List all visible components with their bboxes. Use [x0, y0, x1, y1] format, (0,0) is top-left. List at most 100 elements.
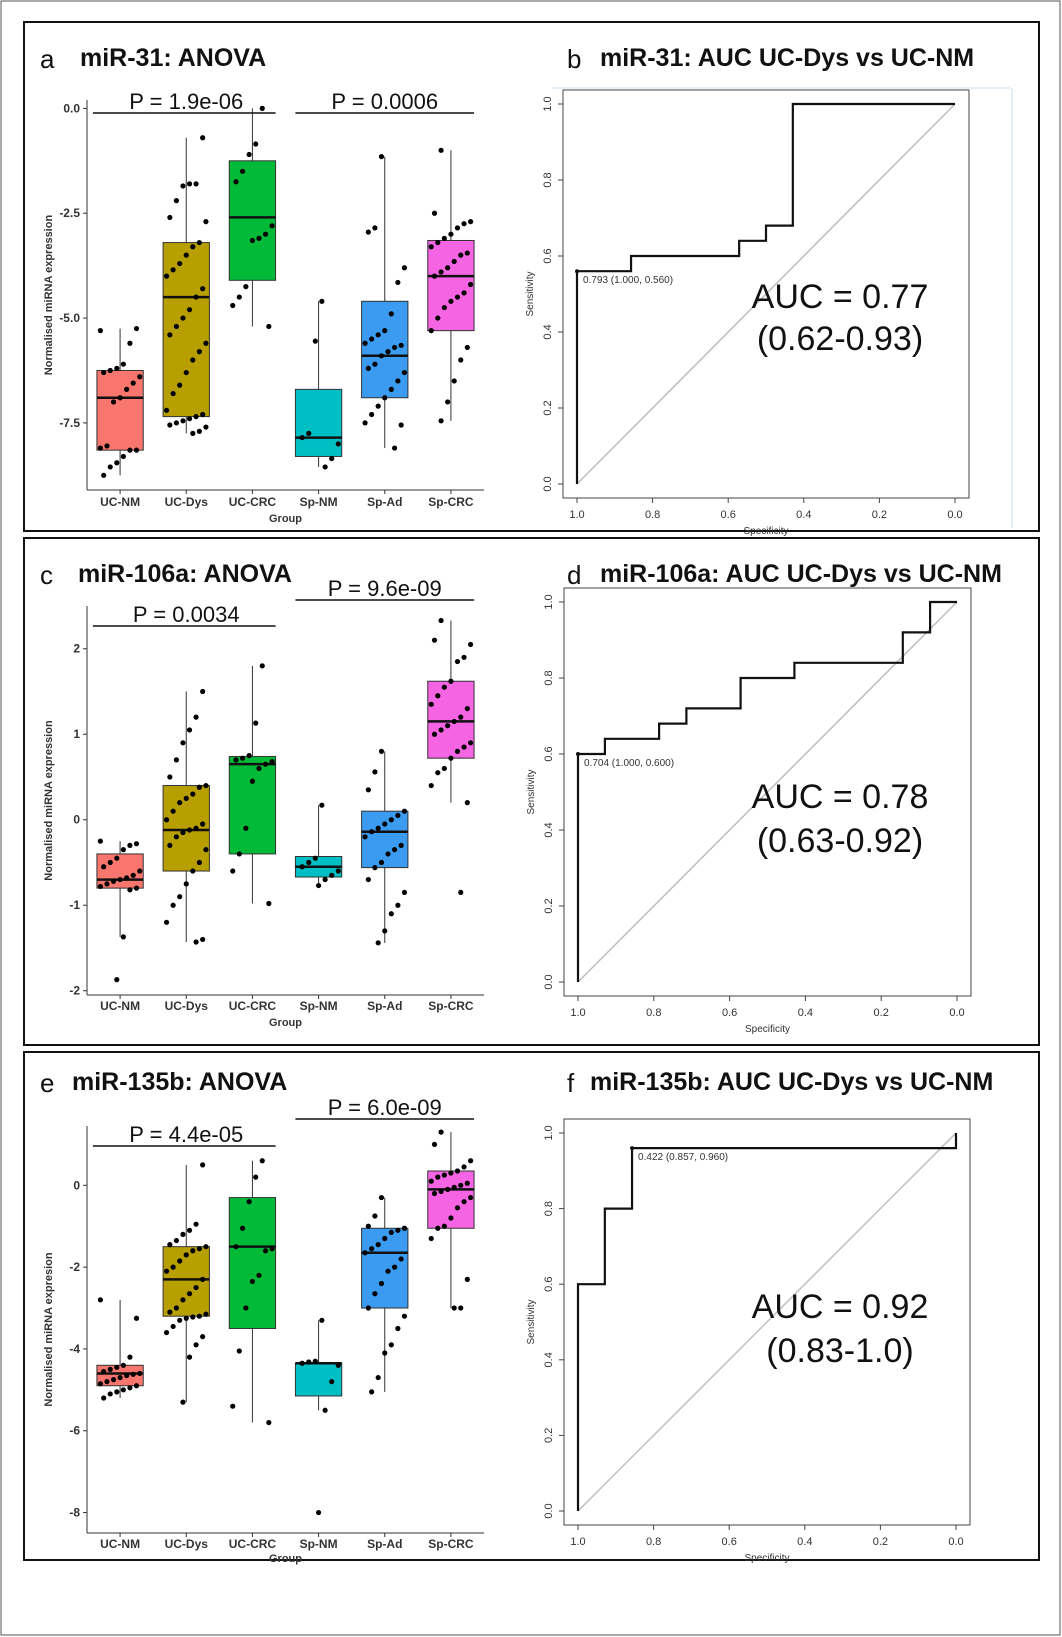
- data-point: [97, 838, 103, 844]
- data-point: [163, 407, 170, 413]
- data-point: [372, 225, 378, 231]
- comparison-pvalue: P = 0.0034: [133, 602, 240, 627]
- data-point: [200, 821, 206, 827]
- x-tick-label: UC-NM: [100, 495, 140, 509]
- x-tick-label: Sp-CRC: [428, 495, 474, 509]
- data-point: [438, 1188, 444, 1195]
- roc-x-tick-label: 1.0: [570, 1536, 585, 1548]
- data-point: [312, 855, 318, 861]
- data-point: [306, 859, 312, 866]
- data-point: [120, 934, 126, 940]
- data-point: [448, 678, 454, 684]
- data-point: [435, 770, 441, 776]
- data-point: [464, 1276, 470, 1282]
- roc-panel-d: d miR-106a: AUC UC-Dys vs UC-NM 1.0 0.8 0.6 0…: [526, 560, 1002, 1035]
- box-UC-CRC: [228, 160, 277, 281]
- roc-x-tick-label: 0.8: [646, 1007, 661, 1019]
- x-tick-label: Sp-CRC: [428, 999, 474, 1013]
- data-point: [190, 357, 196, 363]
- panel-letter-f: f: [567, 1068, 575, 1098]
- data-point: [249, 1278, 256, 1285]
- data-point: [431, 731, 438, 737]
- box-UC-CRC: [228, 755, 277, 855]
- data-point: [468, 641, 474, 648]
- data-point: [299, 864, 305, 870]
- box-Sp-Ad: [361, 1227, 409, 1309]
- data-point: [173, 757, 180, 763]
- data-point: [329, 872, 335, 878]
- data-point: [256, 765, 262, 772]
- roc-x-axis-label: Specificity: [744, 1553, 789, 1564]
- data-point: [124, 386, 130, 392]
- data-point: [448, 1215, 454, 1221]
- data-point: [431, 637, 438, 643]
- roc-panel-f: f miR-135b: AUC UC-Dys vs UC-NM 1.0 0.8 0.6 0…: [526, 1068, 993, 1564]
- data-point: [180, 829, 186, 836]
- data-point: [259, 663, 265, 669]
- roc-y-tick-label: 0.8: [542, 172, 554, 187]
- data-point: [388, 1342, 394, 1348]
- data-point: [230, 1403, 236, 1409]
- data-point: [180, 740, 186, 746]
- data-point: [445, 265, 451, 271]
- data-point: [395, 378, 401, 384]
- x-axis-label: Group: [269, 1553, 302, 1565]
- panel-title-f: miR-135b: AUC UC-Dys vs UC-NM: [590, 1068, 993, 1096]
- x-tick-label: Sp-NM: [300, 999, 338, 1013]
- data-point: [127, 447, 133, 453]
- data-point: [372, 769, 378, 775]
- data-point: [454, 748, 461, 754]
- data-point: [458, 252, 464, 258]
- data-point: [435, 1174, 441, 1180]
- data-point: [167, 422, 173, 428]
- data-point: [362, 420, 368, 426]
- x-tick-label: Sp-Ad: [367, 999, 402, 1013]
- data-point: [177, 1317, 183, 1323]
- y-tick-label: -2.5: [59, 206, 80, 220]
- roc-threshold-label: 0.422 (0.857, 0.960): [638, 1152, 728, 1163]
- roc-curve: [576, 1133, 958, 1511]
- data-point: [445, 1186, 451, 1193]
- panel-letter-d: d: [567, 560, 581, 590]
- data-point: [431, 1190, 438, 1197]
- data-point: [378, 353, 385, 359]
- data-point: [200, 1334, 206, 1340]
- data-point: [137, 868, 143, 874]
- roc-x-tick-label: 1.0: [570, 1007, 585, 1019]
- data-point: [382, 395, 388, 401]
- data-point: [438, 1129, 444, 1135]
- data-point: [365, 365, 371, 371]
- data-point: [461, 654, 467, 660]
- roc-x-axis-label: Specificity: [745, 1024, 790, 1035]
- data-point: [322, 1407, 328, 1413]
- roc-plot-frame: [562, 89, 970, 499]
- data-point: [335, 1362, 341, 1368]
- data-point: [200, 1162, 206, 1168]
- data-point: [167, 1309, 173, 1315]
- x-tick-label: Sp-NM: [300, 1537, 338, 1551]
- data-point: [461, 1199, 467, 1205]
- data-point: [375, 1242, 381, 1248]
- data-point: [133, 325, 140, 332]
- data-point: [382, 928, 388, 934]
- data-point: [137, 1370, 143, 1377]
- data-point: [395, 812, 401, 819]
- data-point: [388, 911, 394, 917]
- data-point: [107, 367, 113, 374]
- data-point: [269, 1246, 275, 1252]
- data-point: [391, 445, 398, 451]
- data-point: [114, 460, 120, 466]
- roc-y-tick-label: 1.0: [542, 96, 554, 111]
- comparison-pvalue: P = 6.0e-09: [328, 1095, 442, 1120]
- roc-y-tick-label: 0.4: [543, 822, 555, 837]
- data-point: [401, 1313, 408, 1319]
- data-point: [365, 1305, 371, 1311]
- data-point: [180, 183, 186, 189]
- y-tick-label: -2: [69, 984, 80, 998]
- data-point: [375, 940, 381, 946]
- roc-threshold-label: 0.793 (1.000, 0.560): [583, 275, 673, 286]
- data-point: [431, 210, 438, 216]
- data-point: [299, 434, 305, 441]
- data-point: [193, 181, 199, 187]
- panel-title-c: miR-106a: ANOVA: [78, 560, 292, 588]
